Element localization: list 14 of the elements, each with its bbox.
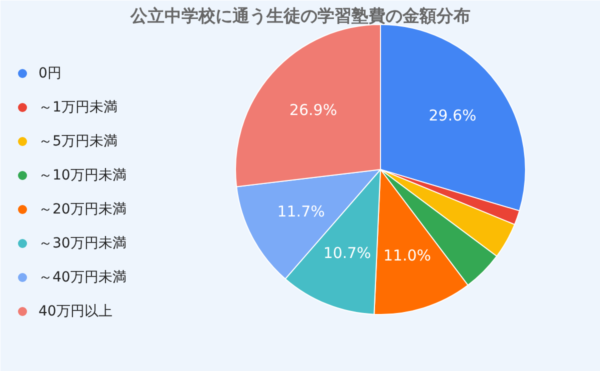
data-label: 29.6%	[428, 106, 476, 125]
legend-label: ～30万円未満	[38, 236, 126, 252]
legend-label: ～40万円未満	[38, 270, 126, 286]
data-label: 10.7%	[323, 244, 371, 262]
data-label: 26.9%	[289, 100, 338, 119]
data-label: 11.0%	[383, 246, 432, 264]
data-label: 11.7%	[277, 202, 325, 221]
legend-label: ～1万円未満	[38, 100, 118, 116]
legend-label: ～5万円未満	[38, 134, 118, 150]
legend-label: ～20万円未満	[38, 202, 126, 218]
legend-label: ～10万円未満	[38, 168, 126, 184]
legend-label: 0円	[38, 66, 62, 82]
chart-title: 公立中学校に通う生徒の学習塾費の金額分布	[130, 6, 470, 26]
legend-label: 40万円以上	[38, 304, 112, 320]
